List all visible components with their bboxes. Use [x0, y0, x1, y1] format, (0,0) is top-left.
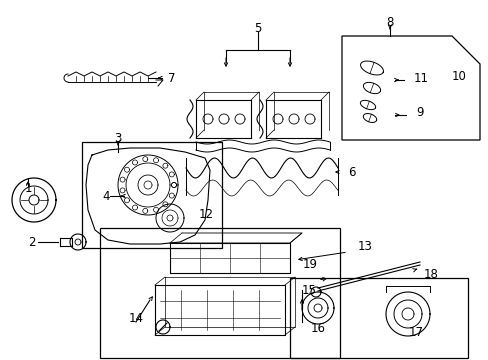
Text: 8: 8 [386, 15, 393, 28]
Text: 2: 2 [28, 235, 36, 248]
Text: 15: 15 [302, 284, 316, 297]
Text: 4: 4 [102, 189, 109, 202]
Text: 10: 10 [451, 69, 466, 82]
Text: 19: 19 [303, 257, 317, 270]
Text: 7: 7 [168, 72, 175, 85]
Text: 14: 14 [128, 311, 143, 324]
Text: 11: 11 [413, 72, 428, 85]
Text: 18: 18 [423, 267, 438, 280]
Text: 1: 1 [24, 181, 32, 194]
Text: 17: 17 [407, 325, 423, 338]
Text: 5: 5 [254, 22, 261, 35]
Bar [289, 278, 467, 358]
Bar [100, 228, 339, 358]
Text: 3: 3 [114, 131, 122, 144]
Text: 16: 16 [310, 321, 325, 334]
Text: 13: 13 [357, 239, 372, 252]
Text: 6: 6 [347, 166, 355, 179]
Text: 9: 9 [415, 105, 423, 118]
Bar [82, 142, 222, 248]
Text: 12: 12 [198, 207, 213, 220]
